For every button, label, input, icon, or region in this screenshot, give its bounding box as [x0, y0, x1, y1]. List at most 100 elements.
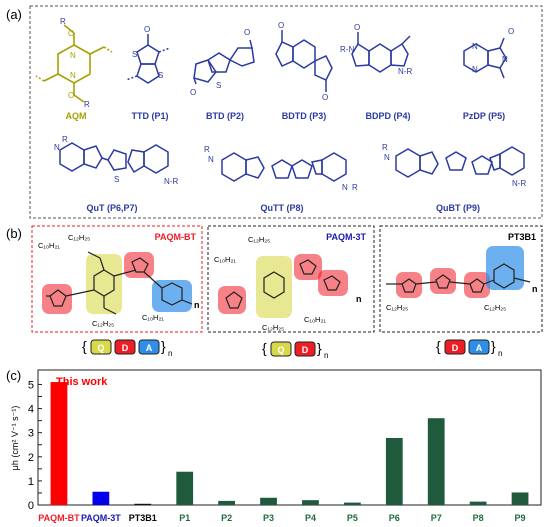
svg-text:n: n [168, 349, 172, 358]
svg-text:C₁₀H₂₁: C₁₀H₂₁ [214, 255, 236, 264]
subscript-n: n [194, 300, 200, 310]
y-tick-label: 1 [28, 476, 34, 488]
svg-text:R: R [62, 135, 68, 144]
this-work-annotation: This work [56, 376, 108, 388]
bdtd-structure [275, 30, 333, 92]
svg-text:N-R: N-R [512, 179, 526, 188]
block-q: Q [97, 343, 104, 353]
svg-text:{: { [262, 340, 267, 356]
thiophene-highlight [42, 284, 72, 314]
monomer-label: BTD (P2) [206, 111, 244, 121]
svg-text:}: } [161, 338, 166, 354]
monomer-label: QuBT (P9) [436, 203, 480, 213]
bar [134, 503, 152, 505]
x-tick-label: P8 [473, 513, 484, 523]
thiophene-highlight [396, 272, 422, 298]
y-tick-label: 3 [28, 428, 34, 440]
y-tick-label: 0 [28, 500, 34, 512]
bar [427, 418, 445, 505]
polymer-name: PT3B1 [508, 232, 536, 242]
polymer-name: PAQM-BT [155, 232, 197, 242]
x-tick-label: P1 [179, 513, 190, 523]
svg-text:N: N [472, 65, 478, 74]
x-tick-label: P2 [221, 513, 232, 523]
block-d: D [122, 343, 129, 353]
panel-a-label: (a) [6, 7, 22, 22]
x-tick-label: P5 [347, 513, 358, 523]
svg-text:S: S [216, 81, 221, 90]
y-axis: 0 1 2 3 4 5 [28, 379, 42, 512]
subscript-n: n [532, 284, 538, 294]
bar [50, 382, 68, 505]
svg-text:N: N [70, 51, 76, 60]
sequence-paqm-3t: { Q D } n [262, 340, 328, 360]
x-tick-label: P7 [431, 513, 442, 523]
subscript-n: n [356, 294, 362, 304]
y-tick-label: 5 [28, 379, 34, 391]
sequence-pt3b1: { D A } n [436, 338, 502, 358]
svg-text:{: { [82, 338, 87, 354]
svg-text:C₁₀H₂₁: C₁₀H₂₁ [38, 241, 60, 250]
paqm-bt-frame [31, 225, 203, 333]
svg-text:O: O [68, 91, 74, 100]
block-d: D [302, 345, 309, 355]
qut-structure [59, 142, 169, 174]
svg-text:O: O [68, 29, 74, 38]
panel-a-frame [29, 5, 543, 219]
block-q: Q [277, 345, 284, 355]
x-tick-label: PAQM-3T [81, 513, 121, 523]
polymer-name: PAQM-3T [326, 232, 366, 242]
bar [511, 492, 529, 505]
y-tick-label: 4 [28, 404, 34, 416]
svg-text:O: O [144, 25, 150, 34]
sequence-paqm-bt: { Q D A } n [82, 338, 172, 358]
svg-text:}: } [491, 338, 496, 354]
svg-text:C₁₂H₂₅: C₁₂H₂₅ [484, 303, 506, 312]
benzothiadiazole-highlight [486, 246, 524, 290]
svg-text:n: n [498, 349, 502, 358]
pt3b1-frame [379, 225, 543, 333]
ttd-structure [125, 34, 171, 84]
svg-text:C₁₂H₂₅: C₁₂H₂₅ [248, 235, 270, 244]
svg-text:O: O [278, 21, 284, 30]
paqm-3t-frame [207, 225, 375, 333]
svg-text:R: R [382, 143, 388, 152]
svg-text:C₁₂H₂₅: C₁₂H₂₅ [68, 233, 90, 242]
bar-series [50, 382, 529, 505]
block-a: A [476, 343, 483, 353]
svg-text:}: } [317, 340, 322, 356]
thiophene-highlight [430, 268, 456, 294]
bar [92, 491, 110, 505]
svg-text:N: N [342, 183, 348, 192]
svg-text:O: O [354, 23, 360, 32]
aqm-highlight [86, 254, 122, 314]
svg-text:N: N [472, 42, 478, 51]
x-axis-labels: PAQM-BT PAQM-3T PT3B1 P1 P2 P3 P4 P5 P6 P7 P8 P9 [38, 513, 525, 523]
thiophene-highlight [318, 270, 348, 296]
svg-text:N: N [208, 155, 214, 164]
svg-text:O: O [322, 93, 328, 102]
x-tick-label: PAQM-BT [38, 513, 80, 523]
svg-text:C₁₂H₂₅: C₁₂H₂₅ [92, 319, 114, 328]
svg-text:R: R [60, 17, 66, 26]
bar [260, 497, 277, 505]
block-d: D [452, 343, 459, 353]
block-a: A [146, 343, 153, 353]
svg-text:N: N [384, 153, 390, 162]
svg-text:N-R: N-R [164, 177, 178, 186]
pzdp-structure [463, 37, 507, 79]
svg-text:N: N [70, 71, 76, 80]
btd-structure [193, 39, 255, 85]
thiophene-highlight [464, 272, 490, 298]
monomer-label: TTD (P1) [132, 111, 169, 121]
svg-text:C₁₀H₂₁: C₁₀H₂₁ [304, 315, 326, 324]
panel-b-label: (b) [6, 226, 22, 241]
svg-text:C₁₂H₂₅: C₁₂H₂₅ [386, 303, 408, 312]
bar [469, 501, 487, 505]
x-tick-label: P9 [515, 513, 526, 523]
svg-text:S: S [132, 50, 137, 59]
svg-text:{: { [436, 338, 441, 354]
svg-text:R: R [204, 145, 210, 154]
bar [385, 437, 403, 505]
